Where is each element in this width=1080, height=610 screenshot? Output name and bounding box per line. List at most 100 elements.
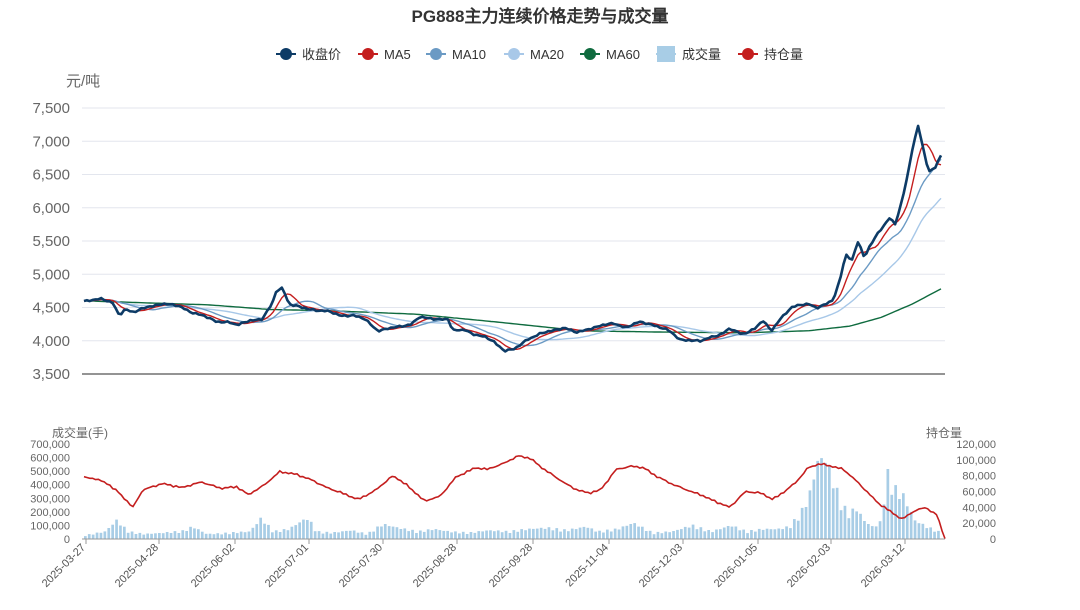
volume-bar (555, 528, 559, 539)
volume-bar (933, 531, 936, 539)
legend-label: 收盘价 (302, 47, 341, 62)
volume-bar (695, 529, 699, 539)
volume-bar (874, 526, 878, 539)
volume-bar (625, 525, 629, 539)
volume-bar (847, 518, 851, 539)
volume-bar (925, 528, 929, 539)
volume-bar (138, 532, 142, 539)
volume-tick-label: 300,000 (30, 493, 70, 505)
volume-bar (415, 533, 418, 539)
volume-bar (485, 530, 488, 539)
legend-label: MA10 (452, 47, 486, 62)
volume-bar (446, 530, 449, 539)
volume-bar (905, 506, 909, 539)
legend-item[interactable]: MA20 (504, 47, 564, 62)
volume-bar (870, 526, 874, 539)
volume-bar (239, 531, 243, 539)
volume-bar (193, 528, 196, 539)
volume-bar (247, 531, 251, 539)
volume-bar (668, 532, 671, 539)
volume-bar (773, 529, 777, 539)
legend-item[interactable]: 收盘价 (276, 47, 341, 62)
volume-bar (489, 530, 492, 539)
volume-bar (364, 534, 368, 539)
volume-bar (458, 533, 461, 539)
volume-bar (520, 529, 523, 539)
volume-bar (785, 526, 788, 539)
volume-bar (142, 534, 146, 539)
legend-item[interactable]: MA60 (580, 47, 640, 62)
price-tick-label: 7,000 (32, 133, 70, 150)
volume-bar (271, 532, 274, 539)
chart-legend[interactable]: 收盘价 MA5 MA10 MA20 MA60 成交量 持仓量 (276, 46, 803, 62)
volume-bar (407, 531, 410, 539)
volume-bar (430, 530, 434, 539)
volume-tick-label: 500,000 (30, 466, 70, 478)
volume-bar (150, 533, 153, 539)
legend-item[interactable]: MA10 (426, 47, 486, 62)
volume-bar (115, 519, 118, 539)
volume-bar (325, 531, 329, 539)
open-interest-y-axis: 120,000 100,000 80,000 60,000 40,000 20,000 0 (956, 439, 996, 546)
volume-bar (796, 520, 800, 539)
volume-bar (582, 526, 586, 539)
x-tick-label: 2026-01-05 (712, 542, 760, 590)
volume-bar (442, 530, 446, 539)
x-tick-label: 2026-03-12 (859, 542, 907, 590)
volume-bar (313, 531, 317, 539)
volume-bar (438, 530, 442, 539)
x-tick-label: 2025-07-01 (263, 542, 311, 590)
volume-bar (831, 488, 835, 539)
volume-bar (648, 530, 652, 539)
volume-bar (251, 527, 255, 539)
volume-bar (403, 528, 407, 539)
volume-bar (204, 533, 208, 539)
volume-bar (345, 530, 348, 539)
volume-tick-label: 700,000 (30, 439, 70, 451)
volume-bar (395, 527, 399, 539)
volume-bars (84, 458, 940, 539)
price-y-axis: 7,500 7,000 6,500 6,000 5,500 5,000 4,500 4,000… (32, 100, 70, 383)
volume-bar (154, 533, 157, 539)
legend-item[interactable]: 成交量 (656, 46, 721, 62)
volume-bar (278, 532, 282, 539)
volume-bar (130, 531, 134, 539)
volume-bar (532, 528, 535, 539)
volume-bar (197, 529, 200, 539)
volume-bar (259, 517, 262, 539)
volume-bar (746, 533, 749, 539)
oi-tick-label: 40,000 (962, 502, 996, 514)
volume-bar (594, 531, 597, 539)
chart-title: PG888主力连续价格走势与成交量 (412, 6, 669, 26)
ma10-line (83, 158, 942, 347)
price-tick-label: 6,500 (32, 167, 70, 184)
price-tick-label: 4,000 (32, 333, 70, 350)
volume-bar (754, 531, 757, 539)
volume-bar (348, 530, 352, 539)
volume-bar (551, 530, 555, 539)
volume-bar (598, 530, 601, 539)
oi-tick-label: 20,000 (962, 518, 996, 530)
legend-circle-icon (362, 48, 374, 60)
price-tick-label: 7,500 (32, 100, 70, 117)
volume-bar (644, 531, 648, 539)
volume-bar (282, 529, 286, 539)
x-tick-label: 2025-09-28 (487, 542, 535, 590)
volume-bar (411, 529, 414, 539)
volume-bar (321, 533, 325, 539)
volume-bar (368, 531, 372, 539)
volume-bar (329, 533, 333, 539)
ma20-line (83, 197, 942, 341)
legend-item[interactable]: 持仓量 (738, 47, 803, 62)
volume-bar (158, 533, 161, 539)
legend-item[interactable]: MA5 (358, 47, 411, 62)
volume-bar (878, 521, 882, 539)
volume-bar (691, 524, 695, 539)
volume-bar (547, 527, 551, 539)
price-plot-area (83, 124, 943, 353)
x-tick-label: 2025-04-28 (113, 542, 161, 590)
volume-bar (422, 531, 426, 539)
volume-bar (126, 532, 130, 539)
